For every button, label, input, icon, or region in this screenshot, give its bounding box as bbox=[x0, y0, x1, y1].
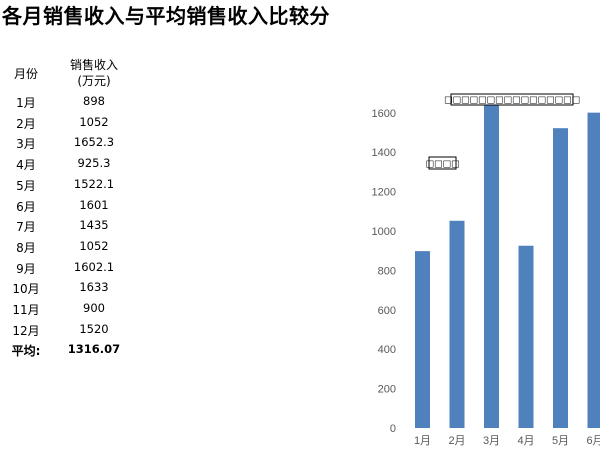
bar bbox=[518, 245, 534, 428]
x-tick-label: 4月 bbox=[517, 435, 534, 447]
table-value-cell: 1633 bbox=[79, 280, 109, 295]
table-month-cell: 2月 bbox=[16, 116, 36, 131]
x-tick-label: 6月 bbox=[586, 435, 600, 447]
y-tick-label: 1400 bbox=[372, 147, 396, 159]
x-tick-label: 5月 bbox=[552, 435, 569, 447]
table-value-cell: 1652.3 bbox=[73, 135, 115, 150]
table-month-cell: 9月 bbox=[16, 261, 36, 276]
bar bbox=[553, 128, 568, 428]
y-tick-label: 1200 bbox=[372, 187, 396, 199]
annotation-text: □□□□ bbox=[425, 160, 459, 170]
table-value-cell: 1602.1 bbox=[73, 259, 115, 274]
annotation-box bbox=[428, 156, 457, 170]
y-tick-label: 800 bbox=[378, 265, 396, 277]
table-value-cell: 1052 bbox=[79, 114, 109, 129]
bar bbox=[415, 251, 430, 428]
table-value-cell: 1601 bbox=[79, 197, 109, 212]
bar bbox=[449, 220, 465, 428]
table-value-cell: 925.3 bbox=[77, 156, 111, 171]
table-month-cell: 10月 bbox=[12, 282, 40, 297]
table-month-cell: 4月 bbox=[16, 158, 36, 173]
average-value: 1316.07 bbox=[67, 342, 121, 357]
table-value-cell: 1522.1 bbox=[73, 176, 115, 191]
table-value-cell: 1435 bbox=[79, 218, 109, 233]
x-tick-label: 1月 bbox=[414, 435, 431, 447]
y-tick-label: 1600 bbox=[372, 108, 396, 120]
table-month-cell: 3月 bbox=[16, 137, 36, 152]
sales-unit-header: (万元) bbox=[77, 74, 111, 88]
bar bbox=[587, 112, 600, 428]
table-month-cell: 8月 bbox=[16, 240, 36, 255]
page-title: 各月销售收入与平均销售收入比较分 bbox=[2, 4, 330, 28]
y-tick-label: 1000 bbox=[372, 226, 396, 238]
table-month-cell: 7月 bbox=[16, 220, 36, 235]
y-tick-label: 400 bbox=[378, 344, 396, 356]
table-value-cell: 1520 bbox=[79, 321, 109, 336]
month-header: 月份 bbox=[13, 67, 38, 81]
average-label: 平均: bbox=[11, 344, 41, 359]
table-month-cell: 5月 bbox=[16, 178, 36, 193]
x-tick-label: 2月 bbox=[448, 435, 465, 447]
sales-header: 销售收入 bbox=[69, 58, 118, 72]
table-value-cell: 898 bbox=[83, 94, 105, 108]
annotation-text: □□□□□□□□□□□□□□□□ bbox=[444, 96, 580, 106]
table-month-cell: 11月 bbox=[12, 303, 40, 317]
bar bbox=[484, 102, 499, 428]
table-value-cell: 1052 bbox=[79, 238, 109, 253]
table-month-cell: 1月 bbox=[16, 96, 36, 110]
y-tick-label: 0 bbox=[390, 423, 396, 435]
y-tick-label: 600 bbox=[378, 305, 396, 317]
table-month-cell: 6月 bbox=[16, 199, 36, 214]
x-tick-label: 3月 bbox=[483, 435, 500, 447]
table-value-cell: 900 bbox=[83, 301, 105, 315]
table-month-cell: 12月 bbox=[12, 323, 40, 338]
y-tick-label: 200 bbox=[378, 384, 396, 396]
annotation-box bbox=[450, 93, 574, 106]
